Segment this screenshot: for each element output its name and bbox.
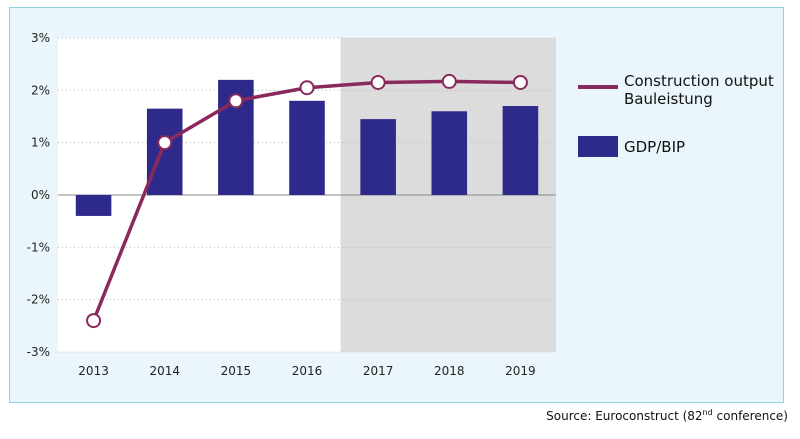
source-prefix: Source: Euroconstruct (82: [546, 409, 703, 423]
gdp-bar-2013: [75, 195, 112, 216]
construction-point-2016: [299, 80, 315, 96]
legend-bar-swatch: [578, 136, 618, 157]
source-suffix: conference): [712, 409, 788, 423]
construction-point-2014: [157, 135, 173, 151]
construction-point-2013: [86, 313, 102, 329]
x-tick-label-2013: 2013: [78, 364, 109, 378]
legend-line-label-1: Construction output: [624, 72, 774, 90]
gdp-bar-2017: [360, 119, 396, 195]
construction-point-2018: [441, 73, 457, 89]
y-tick-label: -1%: [27, 240, 50, 254]
x-tick-label-2016: 2016: [292, 364, 323, 378]
x-tick-label-2018: 2018: [434, 364, 465, 378]
y-tick-label: -3%: [27, 345, 50, 359]
y-tick-label: 0%: [31, 188, 50, 202]
gdp-bar-2018: [431, 111, 468, 195]
x-tick-label-2017: 2017: [363, 364, 394, 378]
construction-point-2015: [228, 93, 244, 109]
x-tick-label-2019: 2019: [505, 364, 536, 378]
legend-bar-label: GDP/BIP: [624, 138, 685, 156]
y-tick-label: 3%: [31, 31, 50, 45]
gdp-bar-2019: [502, 106, 539, 195]
y-tick-label: 1%: [31, 136, 50, 150]
x-tick-label-2014: 2014: [149, 364, 180, 378]
construction-point-2017: [370, 74, 386, 90]
legend-line-label-2: Bauleistung: [624, 90, 713, 108]
gdp-bar-2016: [289, 100, 325, 195]
y-tick-label: -2%: [27, 293, 50, 307]
source-note: Source: Euroconstruct (82nd conference): [546, 408, 788, 423]
gdp-bar-2014: [146, 108, 183, 195]
source-superscript: nd: [702, 408, 713, 417]
x-tick-label-2015: 2015: [221, 364, 252, 378]
legend: Construction output Bauleistung GDP/BIP: [578, 72, 774, 157]
construction-point-2019: [512, 74, 528, 90]
y-tick-label: 2%: [31, 83, 50, 97]
